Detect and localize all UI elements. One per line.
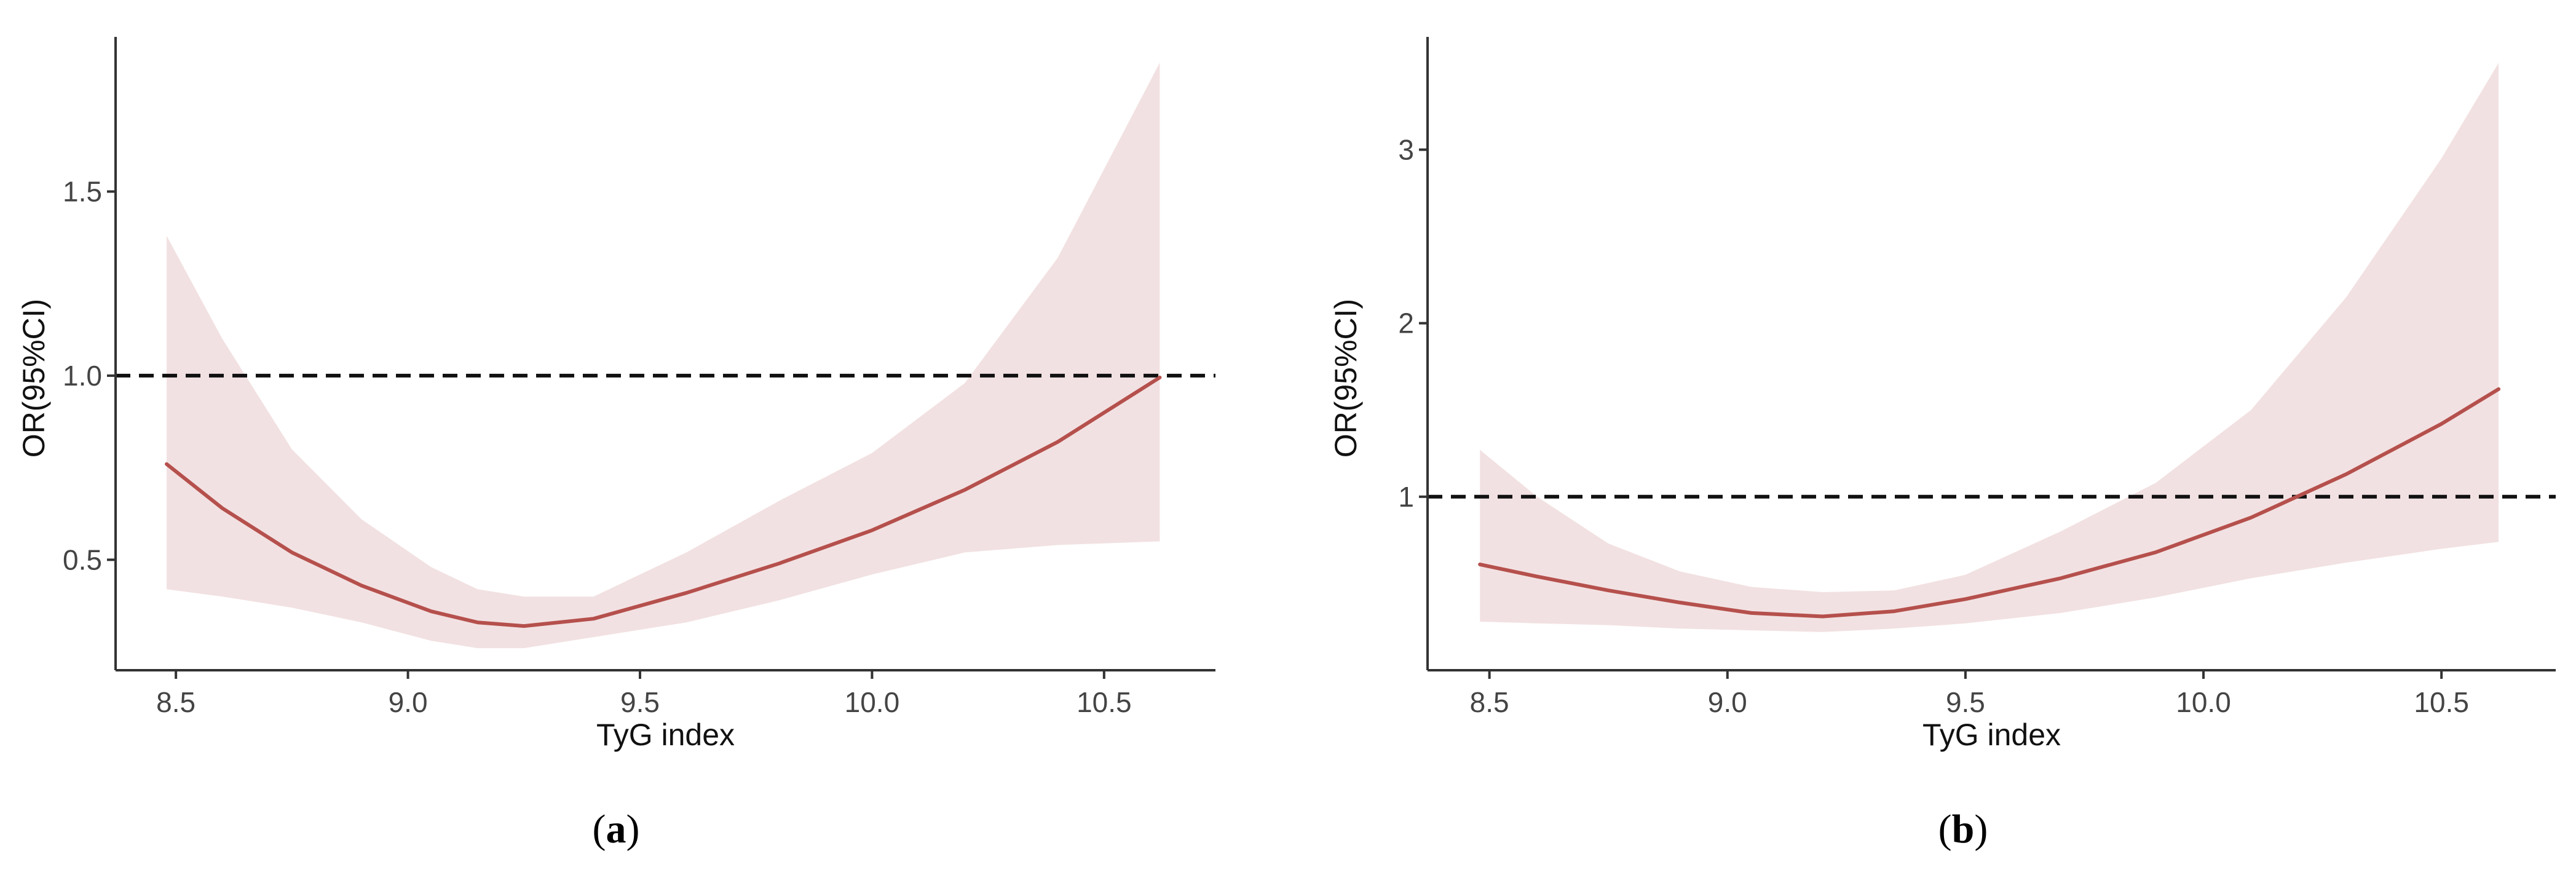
x-tick-label: 9.5: [620, 686, 660, 718]
x-tick-label: 8.5: [1470, 686, 1509, 718]
y-tick-label: 2: [1398, 307, 1414, 339]
panel-label: (b): [1938, 807, 1988, 852]
x-tick-label: 10.5: [2414, 686, 2469, 718]
x-tick-label: 9.0: [389, 686, 428, 718]
chart-panel-b: 8.5 9.0 9.5 10.0 10.5 1 2 3 TyG index OR(95%CI) (b…: [1329, 37, 2556, 852]
y-tick-label: 1: [1398, 481, 1414, 513]
panel-label-letter: b: [1952, 807, 1975, 852]
y-tick-label: 0.5: [63, 544, 102, 576]
or-curve: [165, 375, 1162, 628]
x-tick-label: 10.0: [2176, 686, 2231, 718]
x-tick-label: 9.5: [1946, 686, 1985, 718]
y-axis-title: OR(95%CI): [17, 299, 51, 457]
x-axis-title: TyG index: [596, 718, 735, 752]
x-tick-label: 10.5: [1077, 686, 1132, 718]
or-curve: [1478, 387, 2501, 619]
y-tick-label: 1.5: [63, 176, 102, 208]
x-axis-title: TyG index: [1922, 718, 2061, 752]
chart-panel-a: 8.5 9.0 9.5 10.0 10.5 0.5 1.0 1.5 TyG index OR(95…: [17, 37, 1215, 852]
panel-label-letter: a: [606, 807, 626, 852]
y-axis-title: OR(95%CI): [1329, 299, 1363, 457]
x-tick-label: 10.0: [845, 686, 900, 718]
y-tick-label: 1.0: [63, 360, 102, 392]
ci-band: [1480, 63, 2499, 632]
x-tick-label: 9.0: [1708, 686, 1747, 718]
panel-label: (a): [593, 807, 640, 852]
ci-band: [167, 62, 1160, 649]
x-tick-label: 8.5: [156, 686, 196, 718]
y-tick-label: 3: [1398, 133, 1414, 165]
